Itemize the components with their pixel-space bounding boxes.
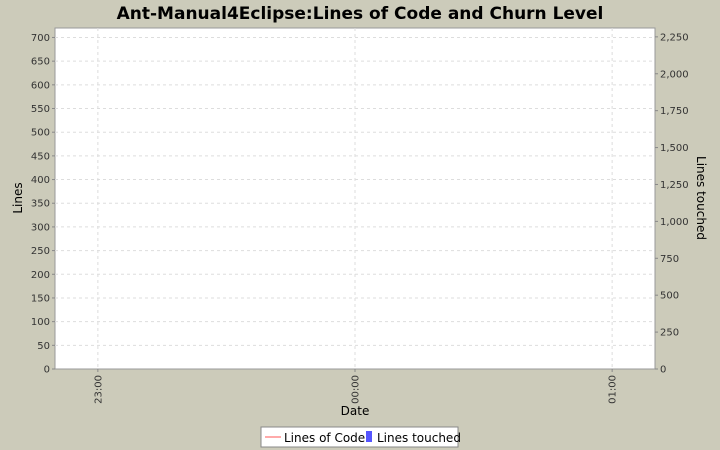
y2-tick-label: 1,250 xyxy=(660,180,689,191)
y-tick-label: 600 xyxy=(31,80,50,91)
y-tick-label: 50 xyxy=(37,341,50,352)
grid xyxy=(55,28,655,369)
y-tick-label: 450 xyxy=(31,151,50,162)
x-tick-label: 23:00 xyxy=(93,375,104,404)
legend-box xyxy=(260,426,459,448)
y-tick-label: 300 xyxy=(31,222,50,233)
legend-label-lines-of-code: Lines of Code xyxy=(284,431,365,445)
y-tick-label: 100 xyxy=(31,317,50,328)
y-tick-label: 400 xyxy=(31,175,50,186)
y-tick-label: 150 xyxy=(31,293,50,304)
axes: 0 50 100 150 200 250 300 350 400 450 500 550 600 650 7… xyxy=(31,32,689,404)
y2-axis-label: Lines touched xyxy=(694,156,708,240)
y2-tick-label: 500 xyxy=(660,291,679,302)
x-axis-label: Date xyxy=(341,404,370,418)
y2-tick-label: 2,250 xyxy=(660,32,689,43)
y2-tick-label: 1,000 xyxy=(660,217,689,228)
y-tick-label: 550 xyxy=(31,104,50,115)
legend-label-lines-touched: Lines touched xyxy=(377,431,461,445)
legend: Lines of Code Lines touched xyxy=(260,426,461,448)
y-tick-label: 250 xyxy=(31,246,50,257)
legend-swatch-lines-touched xyxy=(366,431,372,442)
y2-tick-label: 0 xyxy=(660,365,666,376)
y2-tick-label: 2,000 xyxy=(660,69,689,80)
y2-tick-label: 750 xyxy=(660,254,679,265)
y-tick-label: 0 xyxy=(44,365,50,376)
y-tick-label: 500 xyxy=(31,128,50,139)
y2-tick-label: 1,750 xyxy=(660,106,689,117)
y-tick-label: 650 xyxy=(31,57,50,68)
y-tick-label: 350 xyxy=(31,199,50,210)
y-axis-label: Lines xyxy=(11,182,25,213)
chart-title: Ant-Manual4Eclipse:Lines of Code and Chu… xyxy=(117,4,604,24)
y2-tick-label: 250 xyxy=(660,328,679,339)
x-tick-label: 01:00 xyxy=(608,375,619,404)
y-tick-label: 200 xyxy=(31,270,50,281)
x-tick-label: 00:00 xyxy=(351,375,362,404)
y2-tick-label: 1,500 xyxy=(660,143,689,154)
y-tick-label: 700 xyxy=(31,33,50,44)
